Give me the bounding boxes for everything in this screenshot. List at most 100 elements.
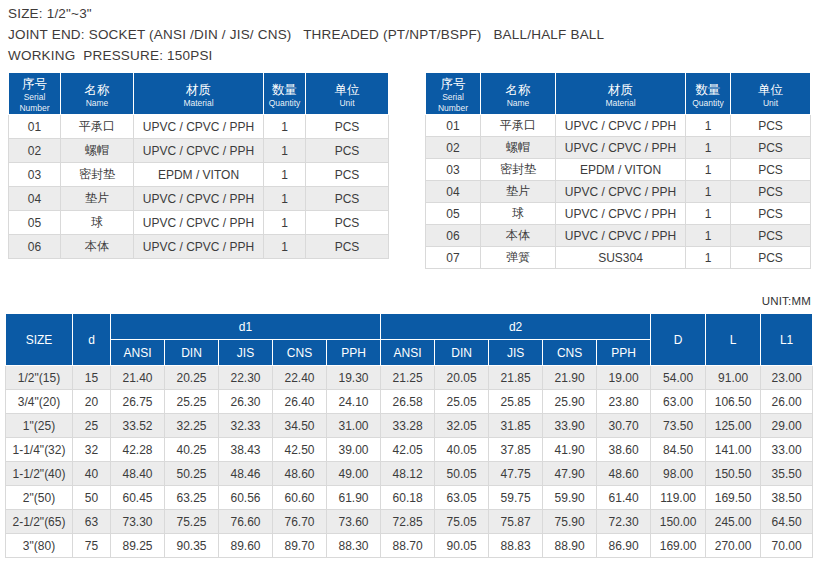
dim-d2-cell: 60.18 — [381, 486, 435, 510]
dim-d2-cell: 21.25 — [381, 366, 435, 390]
dim-d1-cell: 26.75 — [111, 390, 165, 414]
dim-size-cell: 1-1/4"(32) — [6, 438, 73, 462]
dim-d1-cell: 39.00 — [327, 438, 381, 462]
parts-cell: PCS — [306, 163, 389, 187]
dim-header-standard: CNS — [543, 340, 597, 366]
parts-cell: UPVC / CPVC / PPH — [134, 139, 264, 163]
dim-d1-cell: 34.50 — [273, 414, 327, 438]
dim-L-cell: 91.00 — [706, 366, 761, 390]
dim-D-cell: 63.00 — [651, 390, 706, 414]
dim-d1-cell: 63.25 — [165, 486, 219, 510]
dim-d2-cell: 19.00 — [597, 366, 651, 390]
dim-d2-cell: 88.90 — [543, 534, 597, 558]
dim-header-size: SIZE — [6, 314, 73, 366]
parts-cell: 01 — [9, 115, 61, 139]
parts-table-left: 序号Serial Number名称Name材质Material数量Quantit… — [8, 72, 389, 259]
header-label-zh: 材质 — [134, 82, 263, 98]
parts-cell: 07 — [426, 247, 481, 269]
dim-L-cell: 270.00 — [706, 534, 761, 558]
header-label-en: Unit — [731, 98, 810, 109]
parts-column-header: 单位Unit — [306, 73, 389, 115]
header-label-zh: 材质 — [556, 82, 685, 98]
dim-header-standard: CNS — [273, 340, 327, 366]
dim-d2-cell: 30.70 — [597, 414, 651, 438]
dim-header-standard: JIS — [219, 340, 273, 366]
dim-d2-cell: 23.80 — [597, 390, 651, 414]
parts-cell: UPVC / CPVC / PPH — [134, 187, 264, 211]
dim-header-standard: DIN — [435, 340, 489, 366]
dim-d1-cell: 73.30 — [111, 510, 165, 534]
parts-column-header: 材质Material — [556, 73, 686, 115]
dim-d2-cell: 72.85 — [381, 510, 435, 534]
header-label-zh: 序号 — [426, 76, 480, 92]
parts-column-header: 数量Quantity — [686, 73, 731, 115]
header-label-zh: 数量 — [686, 82, 730, 98]
dim-d2-cell: 47.75 — [489, 462, 543, 486]
dim-d1-cell: 76.70 — [273, 510, 327, 534]
parts-header-row: 序号Serial Number名称Name材质Material数量Quantit… — [9, 73, 389, 115]
dim-L1-cell: 38.50 — [761, 486, 813, 510]
dim-d1-cell: 75.25 — [165, 510, 219, 534]
parts-cell: 1 — [264, 163, 306, 187]
parts-cell: 球 — [481, 203, 556, 225]
dim-d1-cell: 31.00 — [327, 414, 381, 438]
header-label-zh: 单位 — [306, 82, 388, 98]
parts-cell: UPVC / CPVC / PPH — [556, 115, 686, 137]
parts-cell: 密封垫 — [481, 159, 556, 181]
header-label-en: Serial Number — [426, 92, 480, 114]
header-label-en: Material — [556, 98, 685, 109]
parts-cell: EPDM / VITON — [556, 159, 686, 181]
parts-column-header: 序号Serial Number — [426, 73, 481, 115]
dim-header-standard: ANSI — [381, 340, 435, 366]
dim-d2-cell: 20.05 — [435, 366, 489, 390]
dim-d2-cell: 48.12 — [381, 462, 435, 486]
parts-column-header: 序号Serial Number — [9, 73, 61, 115]
parts-row: 04垫片UPVC / CPVC / PPH1PCS — [9, 187, 389, 211]
dim-d2-cell: 25.85 — [489, 390, 543, 414]
dim-L1-cell: 35.50 — [761, 462, 813, 486]
parts-cell: 球 — [61, 211, 134, 235]
header-label-en: Unit — [306, 98, 388, 109]
dim-d-cell: 63 — [73, 510, 111, 534]
parts-cell: 06 — [9, 235, 61, 259]
parts-cell: 垫片 — [61, 187, 134, 211]
dim-d1-cell: 19.30 — [327, 366, 381, 390]
dim-d2-cell: 48.60 — [597, 462, 651, 486]
dim-row: 3"(80)7589.2590.3589.6089.7088.3088.7090… — [6, 534, 813, 558]
dim-row: 1/2"(15)1521.4020.2522.3022.4019.3021.25… — [6, 366, 813, 390]
dim-row: 2-1/2"(65)6373.3075.2576.6076.7073.6072.… — [6, 510, 813, 534]
parts-cell: PCS — [306, 235, 389, 259]
header-label-en: Quantity — [264, 98, 305, 109]
dim-d2-cell: 47.90 — [543, 462, 597, 486]
product-info-block: SIZE: 1/2"~3" JOINT END: SOCKET (ANSI /D… — [8, 3, 604, 66]
parts-header-row: 序号Serial Number名称Name材质Material数量Quantit… — [426, 73, 811, 115]
dim-header-L1: L1 — [761, 314, 813, 366]
dim-d2-cell: 31.85 — [489, 414, 543, 438]
dim-d2-cell: 88.83 — [489, 534, 543, 558]
parts-cell: 1 — [686, 247, 731, 269]
parts-column-header: 名称Name — [61, 73, 134, 115]
header-label-zh: 名称 — [61, 82, 133, 98]
parts-cell: UPVC / CPVC / PPH — [134, 115, 264, 139]
parts-cell: 垫片 — [481, 181, 556, 203]
dim-d2-cell: 50.05 — [435, 462, 489, 486]
parts-cell: 05 — [9, 211, 61, 235]
dim-d2-cell: 25.90 — [543, 390, 597, 414]
dim-d1-cell: 90.35 — [165, 534, 219, 558]
dim-d2-cell: 33.90 — [543, 414, 597, 438]
parts-cell: 本体 — [481, 225, 556, 247]
dim-d1-cell: 48.60 — [273, 462, 327, 486]
parts-cell: 本体 — [61, 235, 134, 259]
parts-cell: PCS — [731, 159, 811, 181]
parts-column-header: 数量Quantity — [264, 73, 306, 115]
parts-cell: PCS — [306, 139, 389, 163]
dim-D-cell: 84.50 — [651, 438, 706, 462]
dim-d2-cell: 75.90 — [543, 510, 597, 534]
parts-row: 07弹簧SUS3041PCS — [426, 247, 811, 269]
dim-d1-cell: 20.25 — [165, 366, 219, 390]
parts-cell: UPVC / CPVC / PPH — [556, 137, 686, 159]
parts-cell: 密封垫 — [61, 163, 134, 187]
parts-cell: 06 — [426, 225, 481, 247]
dim-size-cell: 1/2"(15) — [6, 366, 73, 390]
parts-row: 05球UPVC / CPVC / PPH1PCS — [426, 203, 811, 225]
